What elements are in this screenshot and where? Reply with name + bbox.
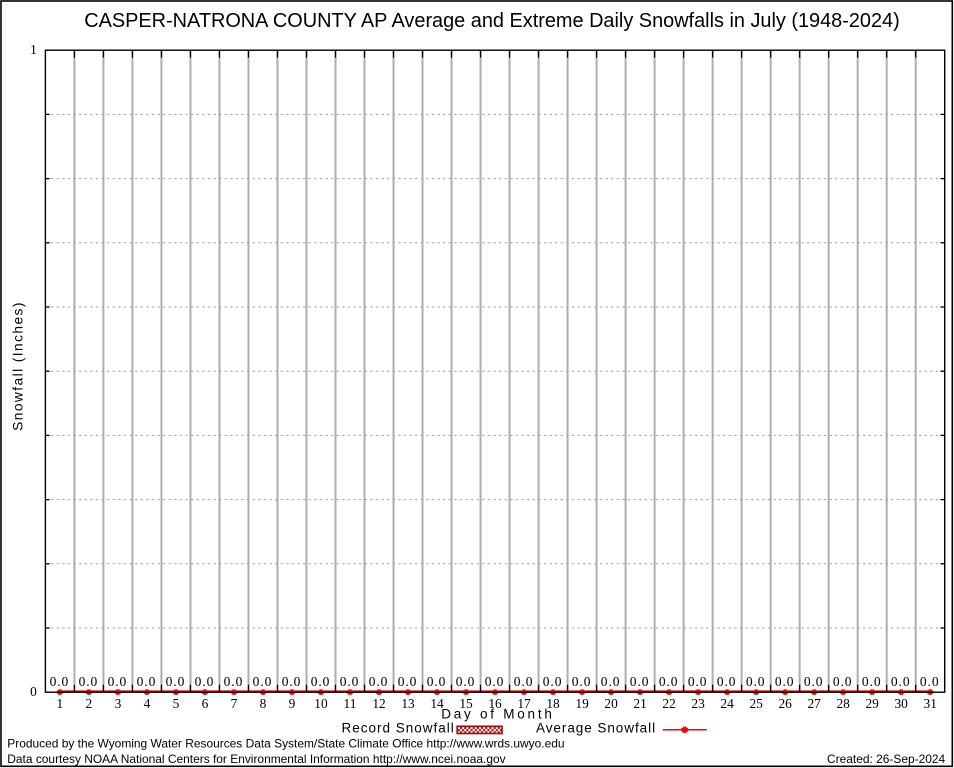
- svg-text:1: 1: [30, 42, 37, 57]
- svg-text:5: 5: [173, 696, 180, 711]
- svg-text:6: 6: [202, 696, 209, 711]
- svg-text:Average Snowfall: Average Snowfall: [536, 720, 656, 735]
- svg-text:0.0: 0.0: [891, 674, 911, 689]
- svg-text:10: 10: [314, 696, 328, 711]
- svg-text:0.0: 0.0: [311, 674, 331, 689]
- svg-text:0.0: 0.0: [137, 674, 157, 689]
- svg-text:0.0: 0.0: [166, 674, 186, 689]
- svg-text:3: 3: [115, 696, 122, 711]
- svg-text:13: 13: [401, 696, 415, 711]
- svg-text:0.0: 0.0: [543, 674, 563, 689]
- svg-text:28: 28: [836, 696, 850, 711]
- svg-text:CASPER-NATRONA COUNTY AP Avera: CASPER-NATRONA COUNTY AP Average and Ext…: [84, 10, 899, 32]
- svg-text:0.0: 0.0: [224, 674, 244, 689]
- svg-text:19: 19: [575, 696, 589, 711]
- svg-text:0.0: 0.0: [717, 674, 737, 689]
- svg-text:0.0: 0.0: [572, 674, 592, 689]
- svg-text:12: 12: [372, 696, 385, 711]
- svg-text:0.0: 0.0: [398, 674, 418, 689]
- svg-text:8: 8: [260, 696, 267, 711]
- svg-text:17: 17: [517, 696, 531, 711]
- svg-text:0.0: 0.0: [79, 674, 99, 689]
- svg-text:0.0: 0.0: [340, 674, 360, 689]
- svg-text:4: 4: [144, 696, 151, 711]
- svg-text:18: 18: [546, 696, 560, 711]
- svg-text:0.0: 0.0: [369, 674, 389, 689]
- svg-text:0.0: 0.0: [514, 674, 534, 689]
- svg-text:Created: 26-Sep-2024: Created: 26-Sep-2024: [827, 752, 945, 766]
- svg-text:0.0: 0.0: [862, 674, 882, 689]
- svg-text:30: 30: [894, 696, 908, 711]
- svg-text:Produced by the Wyoming Water: Produced by the Wyoming Water Resources …: [7, 737, 564, 751]
- svg-text:Day of Month: Day of Month: [441, 707, 554, 722]
- svg-text:0.0: 0.0: [833, 674, 853, 689]
- svg-text:Data courtesy NOAA National Ce: Data courtesy NOAA National Centers for …: [7, 752, 505, 766]
- svg-text:25: 25: [749, 696, 763, 711]
- svg-text:20: 20: [604, 696, 618, 711]
- svg-text:0.0: 0.0: [804, 674, 824, 689]
- svg-text:31: 31: [924, 696, 937, 711]
- svg-text:0.0: 0.0: [108, 674, 128, 689]
- svg-text:2: 2: [86, 696, 93, 711]
- svg-text:23: 23: [691, 696, 705, 711]
- svg-text:16: 16: [488, 696, 502, 711]
- svg-text:27: 27: [807, 696, 821, 711]
- svg-text:0.0: 0.0: [485, 674, 505, 689]
- svg-text:Record Snowfall: Record Snowfall: [342, 720, 455, 735]
- svg-text:0.0: 0.0: [253, 674, 273, 689]
- svg-text:0.0: 0.0: [50, 674, 70, 689]
- svg-text:0.0: 0.0: [456, 674, 476, 689]
- svg-text:24: 24: [720, 696, 734, 711]
- svg-text:0.0: 0.0: [746, 674, 766, 689]
- svg-text:0.0: 0.0: [688, 674, 708, 689]
- svg-text:29: 29: [865, 696, 879, 711]
- svg-text:14: 14: [430, 696, 444, 711]
- svg-text:Snowfall (Inches): Snowfall (Inches): [11, 301, 26, 431]
- svg-text:0.0: 0.0: [282, 674, 302, 689]
- svg-text:15: 15: [459, 696, 473, 711]
- svg-text:21: 21: [633, 696, 646, 711]
- svg-text:26: 26: [778, 696, 792, 711]
- svg-text:0: 0: [30, 684, 37, 699]
- svg-text:0.0: 0.0: [630, 674, 650, 689]
- svg-text:0.0: 0.0: [427, 674, 447, 689]
- svg-text:7: 7: [231, 696, 238, 711]
- svg-text:0.0: 0.0: [659, 674, 679, 689]
- svg-text:0.0: 0.0: [775, 674, 795, 689]
- svg-text:1: 1: [57, 696, 64, 711]
- svg-text:11: 11: [344, 696, 357, 711]
- svg-text:9: 9: [289, 696, 296, 711]
- svg-text:22: 22: [662, 696, 675, 711]
- svg-text:0.0: 0.0: [195, 674, 215, 689]
- svg-text:0.0: 0.0: [920, 674, 940, 689]
- svg-text:0.0: 0.0: [601, 674, 621, 689]
